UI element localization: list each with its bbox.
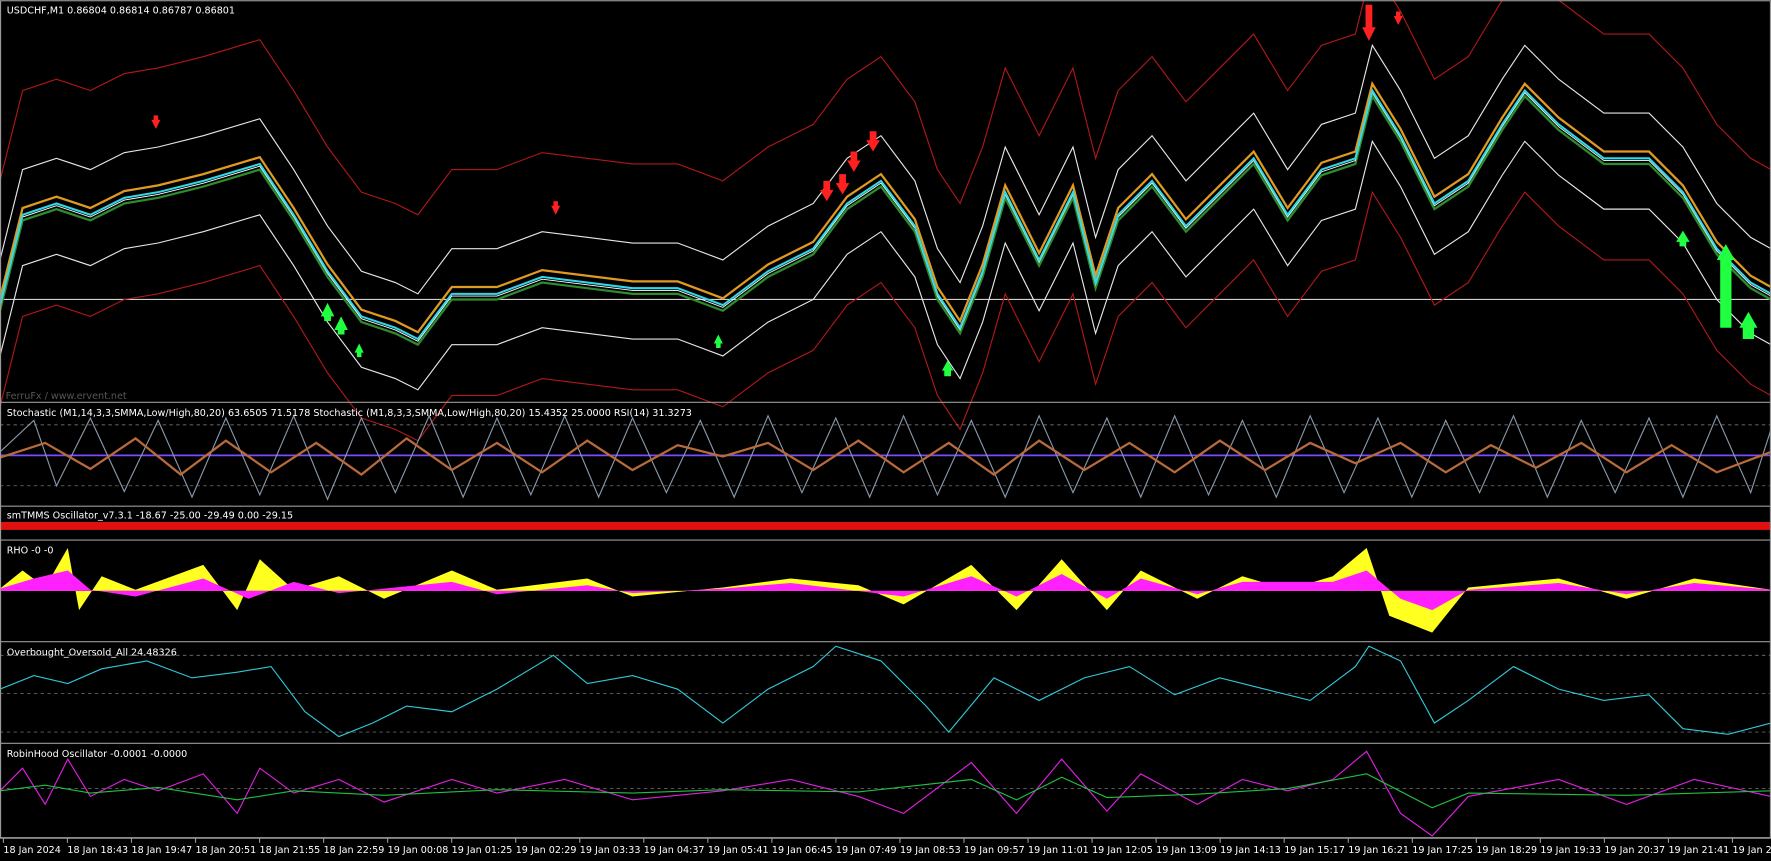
obos-line (0, 645, 1771, 738)
robinhood-fast (0, 750, 1771, 837)
stochastic-fast (0, 414, 1771, 501)
time-label: 19 Jan 09:57 (964, 845, 1025, 856)
time-label: 19 Jan 18:29 (1476, 845, 1537, 856)
time-axis: 18 Jan 2024 18 Jan 18:43 18 Jan 19:47 18 Ja… (2, 838, 1771, 856)
stochastic-panel: Stochastic (M1,14,3,3,SMMA,Low/High,80,2… (0, 408, 1771, 501)
time-label: 18 Jan 22:59 (324, 845, 385, 856)
time-label: 19 Jan 19:33 (1540, 845, 1601, 856)
time-label: 19 Jan 07:49 (836, 845, 897, 856)
time-label: 19 Jan 01:25 (452, 845, 513, 856)
obos-panel: Overbought_Oversold_All 24.48326 (0, 645, 1771, 738)
time-label: 19 Jan 00:08 (388, 845, 449, 856)
time-label: 19 Jan 17:25 (1412, 845, 1473, 856)
time-label: 18 Jan 18:43 (67, 845, 128, 856)
robinhood-panel: RobinHood Oscillator -0.0001 -0.0000 (0, 749, 1771, 837)
panel-label: Stochastic (M1,14,3,3,SMMA,Low/High,80,2… (7, 408, 692, 419)
rho-panel: RHO -0 -0 (0, 546, 1771, 633)
time-label: 19 Jan 12:05 (1092, 845, 1153, 856)
stochastic-slow (0, 436, 1771, 476)
panel-label: smTMMS Oscillator_v7.3.1 -18.67 -25.00 -… (7, 511, 293, 522)
time-label: 19 Jan 16:21 (1348, 845, 1409, 856)
watermark: FerruFx / www.ervent.net (6, 391, 127, 402)
time-label: 19 Jan 14:13 (1220, 845, 1281, 856)
time-label: 19 Jan 22 (1732, 845, 1771, 856)
time-label: 19 Jan 20:37 (1604, 845, 1665, 856)
panel-label: RobinHood Oscillator -0.0001 -0.0000 (7, 749, 187, 760)
time-label: 19 Jan 15:17 (1284, 845, 1345, 856)
symbol-info: USDCHF,M1 0.86804 0.86814 0.86787 0.8680… (7, 6, 235, 17)
frame (0, 0, 1771, 839)
panel-label: Overbought_Oversold_All 24.48326 (7, 647, 177, 658)
time-label: 19 Jan 13:09 (1156, 845, 1217, 856)
time-label: 19 Jan 11:01 (1028, 845, 1089, 856)
smtmms-panel: smTMMS Oscillator_v7.3.1 -18.67 -25.00 -… (0, 511, 1771, 530)
signal-bar (0, 521, 1771, 530)
time-label: 19 Jan 08:53 (900, 845, 961, 856)
time-label: 19 Jan 06:45 (772, 845, 833, 856)
time-label: 19 Jan 21:41 (1668, 845, 1729, 856)
panel-label: RHO -0 -0 (7, 546, 54, 557)
time-label: 19 Jan 04:37 (644, 845, 705, 856)
time-label: 18 Jan 21:55 (260, 845, 321, 856)
rho-histogram-yellow (0, 547, 1771, 633)
time-label: 19 Jan 03:33 (580, 845, 641, 856)
time-label: 18 Jan 19:47 (131, 845, 192, 856)
time-label: 18 Jan 2024 (3, 845, 61, 856)
time-label: 19 Jan 05:41 (708, 845, 769, 856)
robinhood-slow (0, 773, 1771, 809)
time-label: 18 Jan 20:51 (196, 845, 257, 856)
time-label: 19 Jan 02:29 (516, 845, 577, 856)
